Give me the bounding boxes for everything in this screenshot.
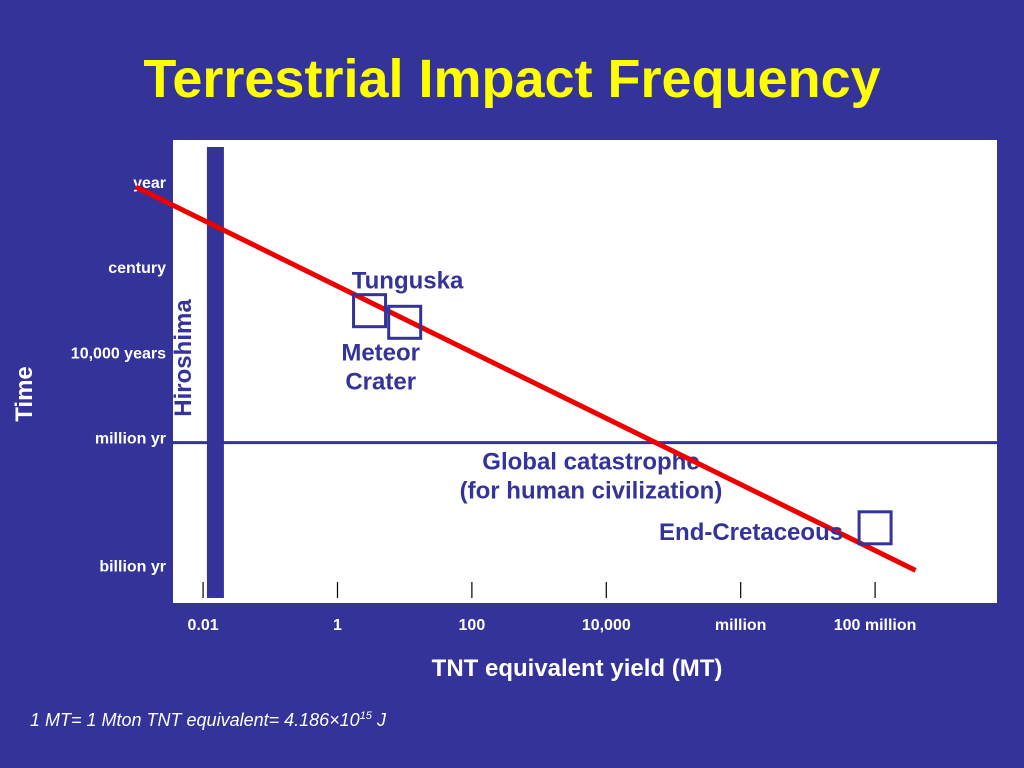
footnote-text: 1 MT= 1 Mton TNT equivalent= 4.186×10 — [30, 710, 360, 730]
event-label: Tunguska — [352, 268, 464, 295]
event-label: Crater — [345, 368, 416, 395]
event-marker — [857, 510, 893, 546]
threshold-label: Global catastrophe — [482, 449, 699, 476]
y-axis-title: Time — [11, 366, 38, 422]
hiroshima-band — [206, 147, 224, 598]
footnote: 1 MT= 1 Mton TNT equivalent= 4.186×1015 … — [30, 710, 386, 731]
footnote-exponent: 15 — [359, 710, 372, 722]
x-tick-label: 0.01 — [188, 617, 219, 634]
event-marker — [387, 304, 423, 340]
plot-area — [171, 138, 999, 605]
threshold-label: (for human civilization) — [460, 478, 723, 505]
x-tick-label: million — [715, 617, 767, 634]
y-tick-label: billion yr — [99, 558, 166, 575]
trend-line — [134, 184, 917, 573]
footnote-unit: J — [371, 710, 386, 730]
plot-content: Global catastrophe(for human civilizatio… — [134, 147, 998, 598]
slide-title: Terrestrial Impact Frequency — [143, 49, 881, 109]
x-tick-label: 100 — [459, 617, 486, 634]
event-label: Meteor — [341, 339, 420, 366]
x-axis-title: TNT equivalent yield (MT) — [432, 655, 723, 682]
hiroshima-label: Hiroshima — [170, 299, 197, 417]
y-tick-label: 10,000 years — [71, 345, 166, 362]
x-tick-label: 1 — [333, 617, 342, 634]
event-marker — [352, 293, 388, 329]
y-tick-label: million yr — [95, 431, 166, 448]
x-tick-label: 100 million — [834, 617, 917, 634]
y-tick-label: century — [108, 260, 166, 277]
event-label: End-Cretaceous — [659, 519, 843, 546]
x-tick-label: 10,000 — [582, 617, 631, 634]
x-axis: 0.01 1 100 10,000 million 100 million — [188, 582, 917, 634]
